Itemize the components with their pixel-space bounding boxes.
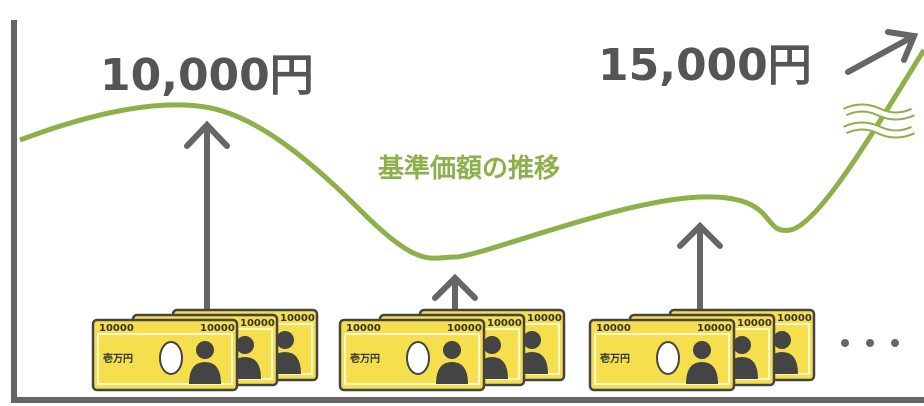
- portrait-head: [236, 336, 254, 354]
- illustration: 10,000円 15,000円 基準価額の推移 1000010000壱万円100…: [0, 0, 924, 406]
- curve-label: 基準価額の推移: [378, 153, 560, 184]
- banknote: 10000 10000 壱万円: [590, 320, 734, 390]
- note-denomination: 10000: [737, 318, 772, 329]
- end-price: 15,000円: [598, 40, 812, 91]
- note-name: 壱万円: [600, 352, 630, 365]
- portrait-head: [733, 336, 751, 354]
- note-denomination: 10000: [280, 313, 315, 324]
- portrait-head: [276, 331, 294, 349]
- note-denomination: 10000: [697, 323, 732, 334]
- portrait-head: [523, 331, 541, 349]
- banknote: 10000 10000 壱万円: [93, 320, 237, 390]
- note-denomination: 10000: [596, 323, 631, 334]
- banknotes: 1000010000壱万円1000010000壱万円1000010000壱万円1…: [93, 310, 814, 390]
- portrait-head: [443, 341, 461, 359]
- note-name: 壱万円: [103, 352, 133, 365]
- start-price: 10,000円: [100, 50, 314, 101]
- note-denomination: 10000: [346, 323, 381, 334]
- portrait-head: [773, 331, 791, 349]
- portrait-head: [483, 336, 501, 354]
- portrait-head: [693, 341, 711, 359]
- note-denomination: 10000: [777, 313, 812, 324]
- note-denomination: 10000: [487, 318, 522, 329]
- banknote: 10000 10000 壱万円: [340, 320, 484, 390]
- portrait-head: [196, 341, 214, 359]
- note-oval: [657, 342, 679, 374]
- note-oval: [160, 342, 182, 374]
- note-denomination: 10000: [99, 323, 134, 334]
- ellipsis: [841, 339, 899, 347]
- note-denomination: 10000: [447, 323, 482, 334]
- note-denomination: 10000: [200, 323, 235, 334]
- note-denomination: 10000: [527, 313, 562, 324]
- note-name: 壱万円: [350, 352, 380, 365]
- note-denomination: 10000: [240, 318, 275, 329]
- note-oval: [407, 342, 429, 374]
